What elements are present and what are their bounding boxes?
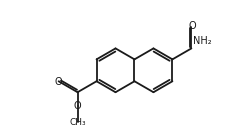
Text: CH₃: CH₃ [69,118,86,127]
Text: O: O [54,77,62,87]
Text: O: O [74,102,82,112]
Text: O: O [188,21,196,31]
Text: NH₂: NH₂ [193,36,212,46]
